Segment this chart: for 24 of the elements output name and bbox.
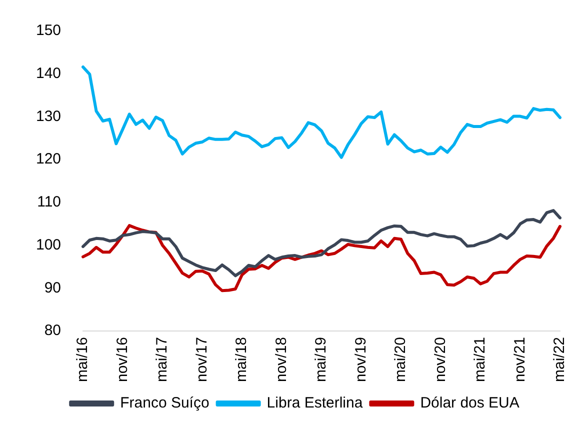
x-tick-label: mai/19 [312, 336, 330, 382]
x-tick-label: mai/20 [392, 336, 410, 382]
x-tick-label: mai/17 [154, 336, 171, 382]
y-tick-label: 120 [36, 150, 62, 168]
x-tick-label: nov/18 [272, 336, 290, 382]
legend-label: Dólar dos EUA [420, 394, 520, 412]
y-tick-label: 110 [37, 194, 62, 211]
y-tick-label: 130 [36, 108, 62, 125]
x-tick-label: nov/19 [352, 336, 370, 382]
y-tick-label: 140 [36, 64, 62, 82]
y-tick-label: 80 [44, 322, 62, 340]
x-tick-label: mai/22 [551, 336, 568, 382]
x-tick-label: mai/18 [233, 336, 250, 382]
legend-label: Libra Esterlina [266, 394, 364, 412]
y-tick-label: 100 [36, 236, 62, 254]
y-tick-label: 150 [36, 22, 62, 40]
x-tick-label: nov/21 [511, 336, 528, 382]
y-tick-label: 90 [44, 279, 62, 296]
x-tick-label: nov/16 [114, 336, 131, 382]
legend-label: Franco Suíço [120, 394, 210, 412]
x-tick-label: nov/20 [432, 336, 449, 382]
x-tick-label: mai/16 [74, 336, 92, 382]
x-tick-label: mai/21 [472, 336, 489, 382]
x-tick-label: nov/17 [193, 336, 210, 382]
